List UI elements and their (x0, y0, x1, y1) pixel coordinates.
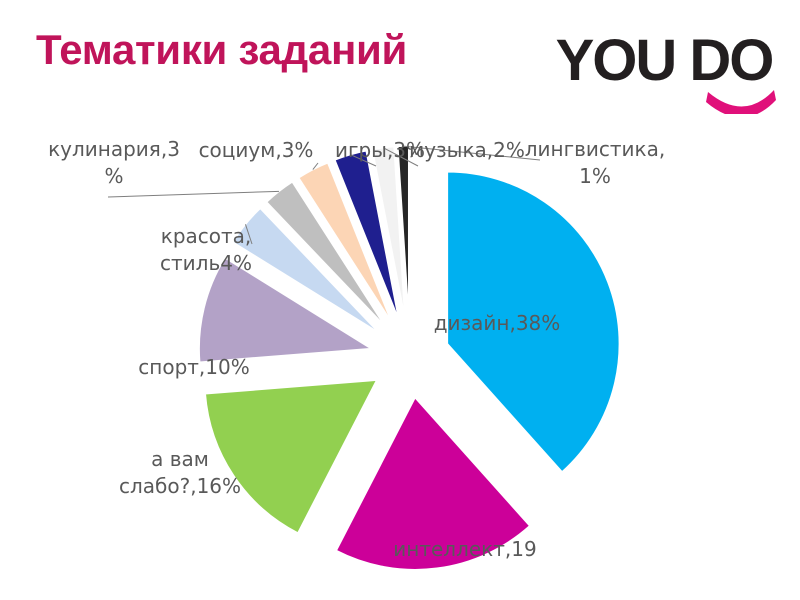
slice-label-line: лингвистика, (525, 137, 666, 161)
slice-labels: дизайн,38% интеллект,19 а вам слабо?,16% спо… (48, 137, 665, 561)
slice-label-line: % (104, 164, 123, 188)
slice-label-line: спорт,10% (138, 355, 249, 379)
leader-line-6 (107, 190, 279, 198)
leader-line-8 (350, 154, 377, 167)
pie-slice-3 (204, 379, 378, 535)
leader-line-10 (403, 145, 541, 161)
pie-slices (198, 145, 621, 571)
slice-label-10: лингвистика, 1% (525, 137, 666, 188)
slice-label-4: спорт,10% (138, 355, 249, 379)
slice-label-line: а вам (151, 447, 209, 471)
pie-slice-4 (198, 256, 374, 364)
slice-label-2: интеллект,19 (393, 537, 536, 561)
pie-slice-1 (446, 170, 621, 473)
pie-slice-2 (335, 396, 531, 571)
page-title: Тематики заданий (36, 26, 408, 73)
youdo-logo: YOU DO (556, 30, 776, 114)
slice-label-line: стиль4% (160, 251, 252, 275)
leader-line-5 (244, 224, 253, 245)
slice-label-5: красота, стиль4% (160, 224, 252, 275)
slice-label-8: игры,3% (335, 138, 425, 162)
slice-label-line: кулинария,3 (48, 137, 180, 161)
pie-slice-9 (371, 145, 406, 319)
slice-label-1: дизайн,38% (434, 311, 561, 335)
slice-label-9: музыка,2% (409, 138, 525, 162)
logo-smile-icon (706, 90, 776, 114)
slice-label-line: музыка,2% (409, 138, 525, 162)
slice-label-line: интеллект,19 (393, 537, 536, 561)
slice-label-line: дизайн,38% (434, 311, 561, 335)
slice-label-6: кулинария,3% (48, 137, 180, 188)
slice-label-line: слабо?,16% (119, 474, 241, 498)
leader-line-9 (382, 147, 419, 167)
slice-label-line: 1% (579, 164, 611, 188)
logo-text: YOU DO (556, 30, 773, 93)
slice-label-line: социум,3% (199, 138, 314, 162)
slice-label-7: социум,3% (199, 138, 314, 162)
leader-line-7 (312, 162, 319, 170)
leader-lines (107, 145, 541, 245)
slice-label-line: красота, (161, 224, 252, 248)
slice-label-3: а вам слабо?,16% (119, 447, 241, 498)
pie-slice-8 (333, 149, 400, 320)
slice-label-line: игры,3% (335, 138, 425, 162)
